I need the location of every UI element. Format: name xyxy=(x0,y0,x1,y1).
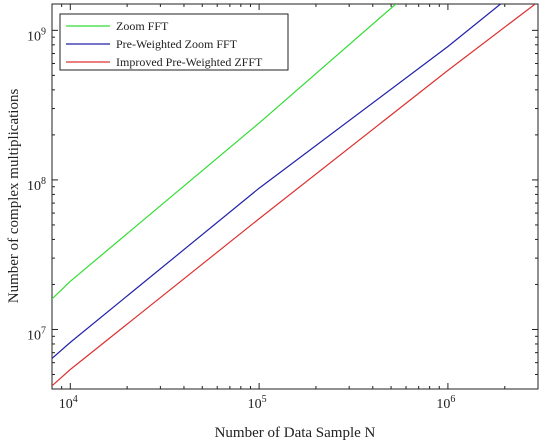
y-tick-label: 107 xyxy=(27,325,46,343)
y-tick-label: 108 xyxy=(27,176,46,194)
legend-label-improved-zfft: Improved Pre-Weighted ZFFT xyxy=(116,55,263,69)
x-tick-label: 105 xyxy=(248,394,267,412)
legend-label-pre-weighted-zoom-fft: Pre-Weighted Zoom FFT xyxy=(116,37,238,51)
series-line-2 xyxy=(52,4,536,387)
ticks-layer: 104 105 106 107 108 109 xyxy=(27,4,539,412)
legend-label-zoom-fft: Zoom FFT xyxy=(116,19,169,33)
series-layer xyxy=(52,4,536,387)
x-axis-label: Number of Data Sample N xyxy=(215,425,376,441)
legend: Zoom FFT Pre-Weighted Zoom FFT Improved … xyxy=(59,13,289,71)
legend-box xyxy=(59,13,289,71)
x-tick-label: 106 xyxy=(436,394,455,412)
series-line-0 xyxy=(52,4,397,300)
series-line-1 xyxy=(52,4,501,359)
x-tick-label: 104 xyxy=(59,394,78,412)
y-tick-label: 109 xyxy=(27,26,46,44)
y-axis-label: Number of complex multiplications xyxy=(6,89,22,304)
